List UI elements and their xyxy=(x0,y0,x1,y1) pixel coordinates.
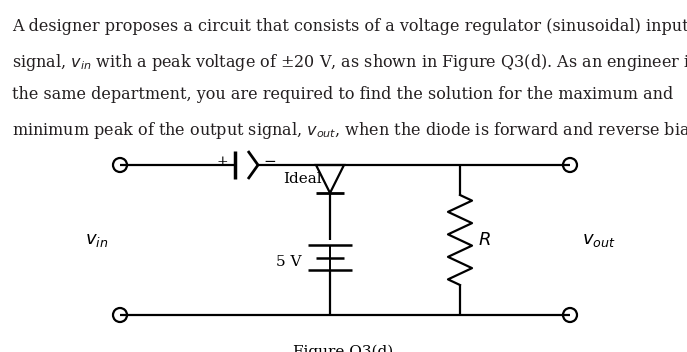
Text: Figure Q3(d): Figure Q3(d) xyxy=(293,345,393,352)
Text: 5 V: 5 V xyxy=(276,254,302,269)
Text: +: + xyxy=(216,155,228,169)
Text: $R$: $R$ xyxy=(478,231,491,249)
Text: $v_{in}$: $v_{in}$ xyxy=(85,231,108,249)
Text: $v_{out}$: $v_{out}$ xyxy=(582,231,616,249)
Text: Ideal: Ideal xyxy=(283,172,322,186)
Text: minimum peak of the output signal, $v_{out}$, when the diode is forward and reve: minimum peak of the output signal, $v_{o… xyxy=(12,120,687,141)
Text: signal, $v_{in}$ with a peak voltage of ±20 V, as shown in Figure Q3(d). As an e: signal, $v_{in}$ with a peak voltage of … xyxy=(12,52,687,73)
Text: −: − xyxy=(264,155,276,169)
Text: A designer proposes a circuit that consists of a voltage regulator (sinusoidal) : A designer proposes a circuit that consi… xyxy=(12,18,687,35)
Text: the same department, you are required to find the solution for the maximum and: the same department, you are required to… xyxy=(12,86,673,103)
